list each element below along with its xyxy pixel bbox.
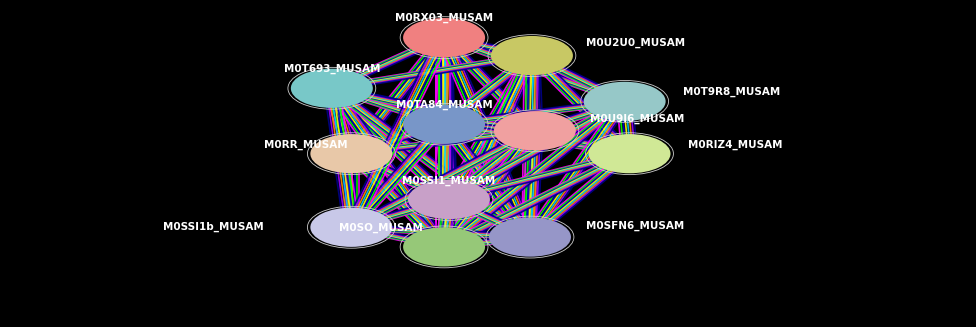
Text: M0U9I6_MUSAM: M0U9I6_MUSAM: [590, 113, 685, 124]
Ellipse shape: [403, 105, 485, 144]
Text: M0U2U0_MUSAM: M0U2U0_MUSAM: [586, 37, 685, 48]
Ellipse shape: [584, 82, 666, 121]
Text: M0T9R8_MUSAM: M0T9R8_MUSAM: [683, 86, 781, 97]
Ellipse shape: [291, 69, 373, 108]
Text: M0RX03_MUSAM: M0RX03_MUSAM: [395, 13, 493, 23]
Ellipse shape: [310, 208, 392, 247]
Ellipse shape: [494, 111, 576, 150]
Text: M0RR_MUSAM: M0RR_MUSAM: [264, 139, 347, 150]
Ellipse shape: [310, 134, 392, 173]
Text: M0SSI1b_MUSAM: M0SSI1b_MUSAM: [163, 222, 264, 232]
Ellipse shape: [403, 18, 485, 57]
Ellipse shape: [491, 36, 573, 75]
Text: M0TA84_MUSAM: M0TA84_MUSAM: [395, 99, 493, 110]
Text: M0SFN6_MUSAM: M0SFN6_MUSAM: [586, 220, 684, 231]
Ellipse shape: [403, 227, 485, 267]
Text: M0SSI1_MUSAM: M0SSI1_MUSAM: [402, 175, 496, 186]
Ellipse shape: [408, 180, 490, 219]
Text: M0RIZ4_MUSAM: M0RIZ4_MUSAM: [688, 139, 783, 150]
Ellipse shape: [589, 134, 671, 173]
Ellipse shape: [489, 217, 571, 257]
Text: M0T693_MUSAM: M0T693_MUSAM: [284, 63, 380, 74]
Text: M0SO_MUSAM: M0SO_MUSAM: [339, 223, 423, 233]
